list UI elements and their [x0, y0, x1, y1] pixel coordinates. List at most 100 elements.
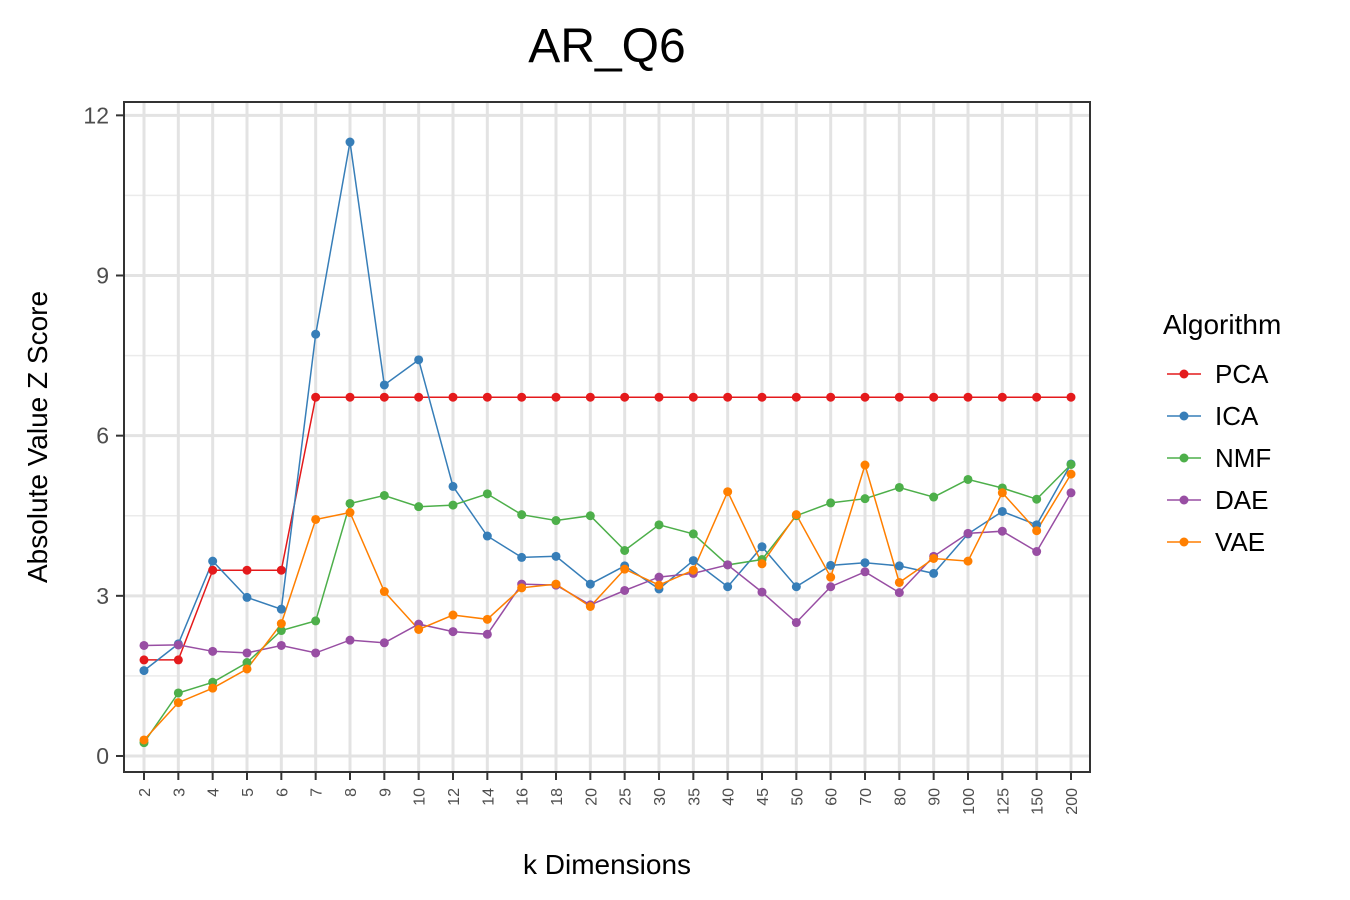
data-point-vae — [448, 610, 458, 620]
data-point-dae — [826, 582, 836, 592]
data-point-dae — [757, 587, 767, 597]
y-tick-label: 9 — [96, 263, 109, 289]
x-tick-label: 125 — [995, 788, 1012, 815]
x-tick-label: 60 — [824, 788, 841, 806]
data-point-dae — [654, 572, 664, 582]
x-tick-label: 4 — [206, 788, 223, 797]
x-tick-label: 40 — [721, 788, 738, 806]
x-tick-label: 14 — [480, 788, 497, 806]
data-point-vae — [791, 510, 801, 520]
x-tick-label: 25 — [618, 788, 635, 806]
data-point-pca — [860, 392, 870, 402]
data-point-dae — [620, 585, 630, 595]
series-line-nmf — [143, 463, 1072, 744]
data-point-nmf — [929, 492, 939, 502]
data-point-nmf — [482, 489, 492, 499]
x-tick-label: 35 — [686, 788, 703, 806]
data-point-pca — [379, 392, 389, 402]
data-point-nmf — [379, 490, 389, 500]
y-tick-label: 6 — [96, 423, 109, 449]
data-point-dae — [723, 560, 733, 570]
data-point-nmf — [894, 482, 904, 492]
data-point-vae — [379, 587, 389, 597]
data-point-pca — [345, 392, 355, 402]
data-point-ica — [208, 556, 218, 566]
data-point-vae — [929, 553, 939, 563]
data-point-ica — [345, 137, 355, 147]
data-point-vae — [276, 619, 286, 629]
data-point-ica — [688, 556, 698, 566]
x-tick-label: 100 — [961, 788, 978, 815]
legend-label-ica: ICA — [1215, 401, 1259, 431]
data-point-dae — [276, 640, 286, 650]
data-point-vae — [757, 559, 767, 569]
y-tick-label: 3 — [96, 583, 109, 609]
data-point-nmf — [585, 511, 595, 521]
data-point-vae — [242, 664, 252, 674]
x-tick-label: 10 — [412, 788, 429, 806]
data-point-pca — [276, 565, 286, 575]
data-point-vae — [620, 564, 630, 574]
data-point-nmf — [414, 502, 424, 512]
y-axis-label: Absolute Value Z Score — [22, 291, 53, 583]
x-tick-label: 50 — [789, 788, 806, 806]
data-point-dae — [1066, 488, 1076, 498]
legend-label-dae: DAE — [1215, 485, 1268, 515]
x-axis-label: k Dimensions — [523, 849, 691, 880]
data-point-vae — [654, 580, 664, 590]
data-point-pca — [482, 392, 492, 402]
data-point-ica — [414, 355, 424, 365]
data-point-dae — [208, 646, 218, 656]
data-point-pca — [551, 392, 561, 402]
data-point-nmf — [1032, 494, 1042, 504]
data-point-pca — [311, 392, 321, 402]
data-point-pca — [791, 392, 801, 402]
data-point-ica — [379, 380, 389, 390]
data-point-vae — [860, 460, 870, 470]
data-point-vae — [963, 556, 973, 566]
legend-label-pca: PCA — [1215, 359, 1269, 389]
data-point-vae — [723, 487, 733, 497]
x-tick-label: 5 — [240, 788, 257, 797]
panel-border — [123, 101, 1091, 773]
x-tick-label: 90 — [927, 788, 944, 806]
data-point-ica — [139, 666, 149, 676]
legend-marker-pca — [1179, 369, 1189, 379]
data-point-pca — [929, 392, 939, 402]
data-point-ica — [894, 561, 904, 571]
data-point-dae — [311, 648, 321, 658]
series-line-dae — [143, 492, 1072, 654]
x-tick-label: 200 — [1064, 788, 1081, 815]
data-point-vae — [414, 624, 424, 634]
x-tick-label: 2 — [137, 788, 154, 797]
data-point-vae — [551, 579, 561, 589]
data-point-ica — [551, 551, 561, 561]
data-point-pca — [894, 392, 904, 402]
data-point-ica — [482, 531, 492, 541]
data-point-ica — [585, 579, 595, 589]
data-point-nmf — [1066, 459, 1076, 469]
data-point-vae — [173, 698, 183, 708]
data-point-vae — [826, 572, 836, 582]
x-tick-label: 18 — [549, 788, 566, 806]
legend-label-vae: VAE — [1215, 527, 1265, 557]
data-point-pca — [997, 392, 1007, 402]
data-point-pca — [414, 392, 424, 402]
data-point-vae — [345, 508, 355, 518]
data-point-dae — [379, 638, 389, 648]
series-line-vae — [143, 462, 1072, 741]
data-point-dae — [963, 528, 973, 538]
data-point-nmf — [860, 494, 870, 504]
x-tick-label: 6 — [274, 788, 291, 797]
x-tick-label: 7 — [309, 788, 326, 797]
data-point-nmf — [517, 510, 527, 520]
data-point-ica — [242, 592, 252, 602]
legend-label-nmf: NMF — [1215, 443, 1271, 473]
data-point-pca — [242, 565, 252, 575]
data-point-vae — [894, 577, 904, 587]
data-point-dae — [448, 627, 458, 637]
data-point-nmf — [242, 658, 252, 668]
data-point-dae — [173, 640, 183, 650]
